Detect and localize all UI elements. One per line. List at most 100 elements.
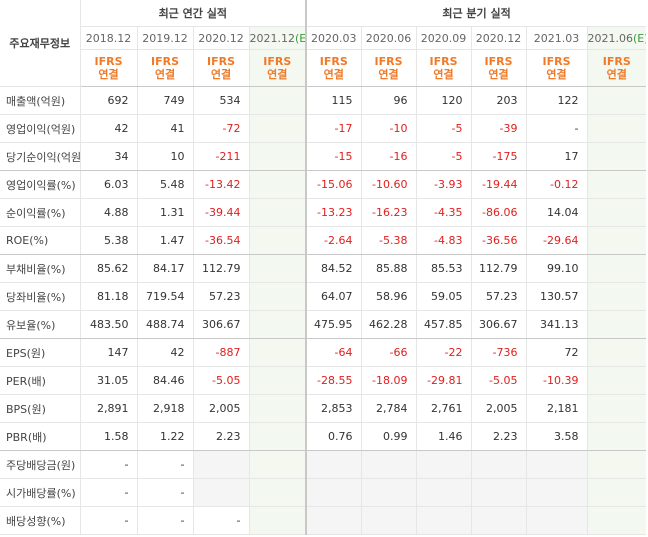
value-cell: -10.39	[525, 366, 588, 395]
standard: IFRS	[207, 55, 235, 68]
basis-header: IFRS 연결	[525, 49, 588, 87]
value-cell: 2,918	[136, 394, 193, 423]
value-cell: 58.96	[360, 282, 417, 311]
value-cell: -	[192, 506, 249, 535]
data-row: 순이익률(%) 4.88 1.31 -39.44 -13.23 -16.23 -4.35 -8…	[0, 198, 647, 227]
data-row: 당기순이익(억원) 34 10 -211 -15 -16 -5 -175 17	[0, 142, 647, 171]
period-header: 2021.06(E)	[586, 26, 647, 50]
value-cell: -175	[470, 142, 527, 171]
value-cell: 2.23	[192, 422, 249, 451]
value-cell	[586, 422, 647, 451]
group-header: 최근 연간 실적	[79, 0, 307, 27]
value-cell: 2,181	[525, 394, 588, 423]
standard: IFRS	[602, 55, 631, 68]
value-cell: -736	[470, 338, 527, 367]
value-cell: 59.05	[415, 282, 472, 311]
scope: 연결	[154, 68, 176, 81]
value-cell: -3.93	[415, 170, 472, 199]
value-cell: 341.13	[525, 310, 588, 339]
value-cell: 96	[360, 86, 417, 115]
value-cell	[470, 450, 527, 479]
value-cell	[586, 450, 647, 479]
period-header: 2019.12	[136, 26, 193, 50]
value-cell	[586, 254, 647, 283]
value-cell: 1.58	[79, 422, 137, 451]
standard: IFRS	[374, 55, 403, 68]
value-cell: -15.06	[305, 170, 362, 199]
row-label: 영업이익률(%)	[0, 170, 80, 199]
group-header: 최근 분기 실적	[305, 0, 647, 27]
value-cell	[470, 506, 527, 535]
scope: 연결	[210, 68, 232, 81]
value-cell	[360, 450, 417, 479]
value-cell: 84.46	[136, 366, 193, 395]
scope: 연결	[546, 68, 567, 81]
value-cell: 41	[136, 114, 193, 143]
basis-header: IFRS 연결	[248, 49, 307, 87]
data-row: PER(배) 31.05 84.46 -5.05 -28.55 -18.09 -29.81-…	[0, 366, 647, 395]
period: 2021.06	[587, 31, 634, 45]
value-cell	[248, 254, 307, 283]
period-header: 2020.03	[305, 26, 362, 50]
value-cell	[248, 114, 307, 143]
value-cell: -13.42	[192, 170, 249, 199]
standard: IFRS	[263, 55, 292, 68]
value-cell	[525, 506, 588, 535]
value-cell	[360, 478, 417, 507]
value-cell	[192, 478, 249, 507]
row-label: 당기순이익(억원)	[0, 142, 80, 171]
value-cell	[586, 86, 647, 115]
value-cell: 57.23	[470, 282, 527, 311]
value-cell: 462.28	[360, 310, 417, 339]
row-label: 부채비율(%)	[0, 254, 80, 283]
data-row: 영업이익률(%) 6.03 5.48 -13.42 -15.06 -10.60 -3.93-…	[0, 170, 647, 199]
row-label: 주당배당금(원)	[0, 450, 80, 479]
data-row: EPS(원) 147 42 -887 -64 -66 -22 -736 72	[0, 338, 647, 367]
value-cell	[305, 450, 362, 479]
value-cell: 122	[525, 86, 588, 115]
value-cell: -19.44	[470, 170, 527, 199]
value-cell: 1.22	[136, 422, 193, 451]
scope: 연결	[323, 68, 344, 81]
value-cell: 203	[470, 86, 527, 115]
value-cell: 1.47	[136, 226, 193, 255]
value-cell: -2.64	[305, 226, 362, 255]
row-label: 유보율(%)	[0, 310, 80, 339]
value-cell: -0.12	[525, 170, 588, 199]
value-cell: 147	[79, 338, 137, 367]
data-row: 매출액(억원) 692 749 534 115 96 120 203 122	[0, 86, 647, 115]
scope: 연결	[267, 68, 288, 81]
value-cell: 112.79	[470, 254, 527, 283]
period-header: 2018.12	[79, 26, 137, 50]
value-cell	[248, 506, 307, 535]
header-row: 주요재무정보 최근 연간 실적 최근 분기 실적	[0, 0, 647, 87]
period-header: 2021.03	[525, 26, 588, 50]
basis-header: IFRS 연결	[415, 49, 472, 87]
value-cell: 115	[305, 86, 362, 115]
value-cell: -5.05	[470, 366, 527, 395]
value-cell: 483.50	[79, 310, 137, 339]
value-cell	[586, 394, 647, 423]
row-label: 매출액(억원)	[0, 86, 80, 115]
value-cell	[586, 142, 647, 171]
value-cell: 2,761	[415, 394, 472, 423]
value-cell: 534	[192, 86, 249, 115]
value-cell	[248, 86, 307, 115]
value-cell: -	[136, 506, 193, 535]
value-cell: -211	[192, 142, 249, 171]
data-row: ROE(%) 5.38 1.47 -36.54 -2.64 -5.38 -4.83 -36.5…	[0, 226, 647, 255]
value-cell	[360, 506, 417, 535]
data-row: 시가배당률(%) - -	[0, 478, 647, 507]
value-cell: 112.79	[192, 254, 249, 283]
value-cell: -36.54	[192, 226, 249, 255]
value-cell: -39.44	[192, 198, 249, 227]
value-cell: 72	[525, 338, 588, 367]
value-cell: 31.05	[79, 366, 137, 395]
value-cell: -5.38	[360, 226, 417, 255]
value-cell	[586, 310, 647, 339]
basis-header: IFRS 연결	[360, 49, 417, 87]
value-cell: 2,891	[79, 394, 137, 423]
value-cell: 4.88	[79, 198, 137, 227]
